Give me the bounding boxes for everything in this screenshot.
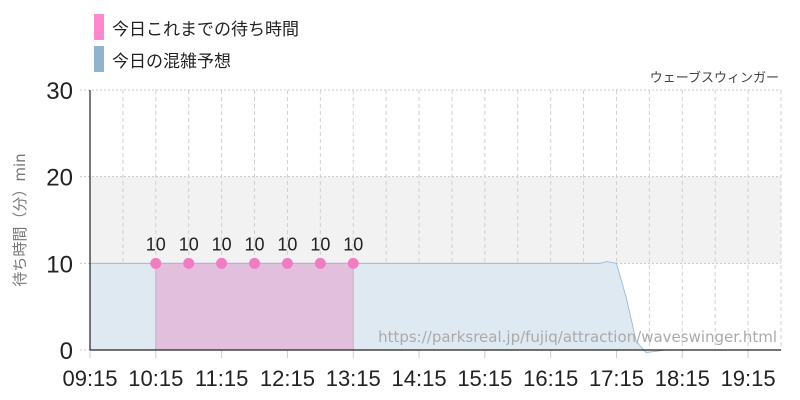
data-point <box>281 257 293 269</box>
data-point <box>347 257 359 269</box>
x-tick-label: 14:15 <box>392 366 447 391</box>
x-tick-label: 15:15 <box>457 366 512 391</box>
legend-item-forecast: 今日の混雑予想 <box>94 46 231 72</box>
data-label: 10 <box>277 234 297 254</box>
data-point <box>314 257 326 269</box>
y-tick-label: 20 <box>46 165 73 192</box>
y-tick-label: 30 <box>46 78 73 105</box>
watermark-url: https://parksreal.jp/fujiq/attraction/wa… <box>378 328 777 346</box>
data-point <box>216 257 228 269</box>
x-tick-label: 10:15 <box>128 366 183 391</box>
x-tick-label: 13:15 <box>326 366 381 391</box>
legend-item-actual: 今日これまでの待ち時間 <box>94 14 299 40</box>
legend-swatch-blue <box>94 46 104 72</box>
y-tick-label: 10 <box>46 251 73 278</box>
data-label: 10 <box>343 234 363 254</box>
x-tick-label: 16:15 <box>523 366 578 391</box>
x-tick-label: 12:15 <box>260 366 315 391</box>
x-tick-label: 19:15 <box>721 366 776 391</box>
data-point <box>150 257 162 269</box>
data-label: 10 <box>146 234 166 254</box>
chart-title: ウェーブスウィンガー <box>650 70 779 86</box>
data-point <box>249 257 261 269</box>
y-tick-label: 0 <box>60 338 73 365</box>
x-tick-label: 18:15 <box>655 366 710 391</box>
y-axis-label: 待ち時間（分）min <box>11 153 29 286</box>
x-tick-label: 11:15 <box>195 366 248 391</box>
legend-label-actual: 今日これまでの待ち時間 <box>112 19 299 40</box>
data-label: 10 <box>212 234 232 254</box>
data-label: 10 <box>179 234 199 254</box>
x-tick-label: 17:15 <box>589 366 644 391</box>
x-tick-label: 09:15 <box>62 366 117 391</box>
legend-label-forecast: 今日の混雑予想 <box>112 51 231 72</box>
highlight-band <box>90 176 781 264</box>
data-label: 10 <box>310 234 330 254</box>
legend-swatch-pink <box>94 14 104 40</box>
data-label: 10 <box>245 234 265 254</box>
data-point <box>183 257 195 269</box>
actual-area <box>155 262 354 351</box>
